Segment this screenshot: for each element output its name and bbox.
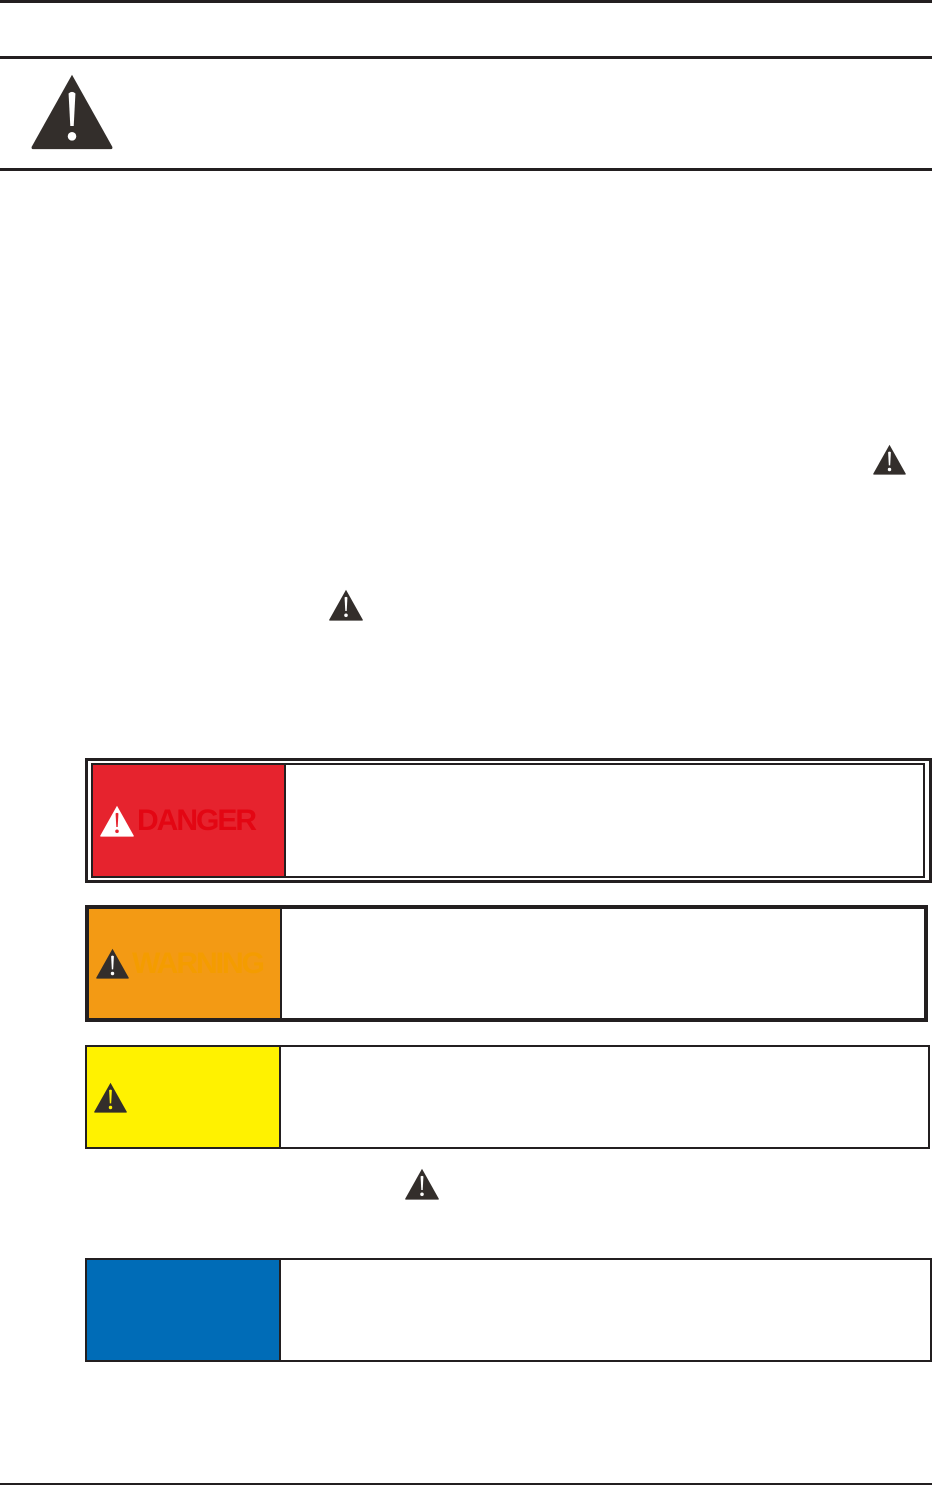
- danger-inner-frame: DANGER: [91, 763, 925, 878]
- warning-triangle-icon: [95, 948, 130, 979]
- danger-signal-word: DANGER: [137, 803, 257, 837]
- warning-triangle-icon: [404, 1168, 440, 1200]
- header-rule: [0, 56, 932, 59]
- caution-label-panel: [87, 1047, 281, 1147]
- warning-triangle-icon: [28, 73, 116, 150]
- danger-label-panel: DANGER: [93, 765, 286, 876]
- caution-notice-box: [85, 1045, 930, 1149]
- warning-triangle-icon: [93, 1082, 128, 1113]
- top-rule: [0, 0, 932, 3]
- header-bottom-rule: [0, 168, 932, 171]
- warning-triangle-icon: [328, 589, 364, 621]
- footer-rule: [0, 1483, 932, 1485]
- warning-triangle-icon: [872, 444, 907, 475]
- notice-box: [85, 1258, 932, 1362]
- danger-notice-box: DANGER: [85, 758, 932, 883]
- notice-label-panel: [87, 1260, 281, 1360]
- warning-label-panel: WARNING: [89, 909, 282, 1018]
- warning-notice-box: WARNING: [85, 905, 928, 1022]
- warning-signal-word: WARNING: [132, 946, 265, 980]
- warning-triangle-icon: [99, 805, 135, 837]
